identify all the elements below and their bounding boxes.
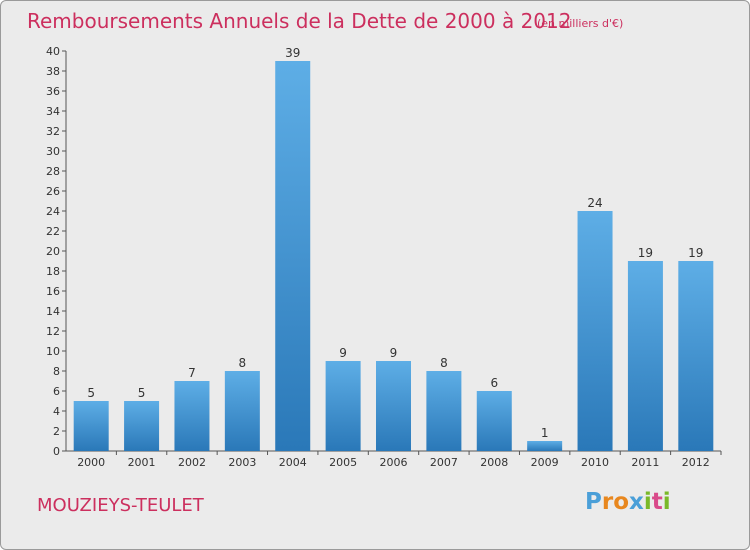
bar-2005 <box>325 361 361 451</box>
bar-2012 <box>678 261 714 451</box>
logo-letter: o <box>613 489 630 515</box>
x-tick-label-2001: 2001 <box>128 456 156 469</box>
bar-2008 <box>476 391 512 451</box>
y-tick-label: 0 <box>53 445 60 458</box>
x-tick-label-2004: 2004 <box>279 456 307 469</box>
proxiti-logo: Proxiti <box>585 489 671 515</box>
bar-2004 <box>275 61 311 451</box>
chart-title: Remboursements Annuels de la Dette de 20… <box>27 9 572 33</box>
bar-2001 <box>124 401 160 451</box>
logo-letter: t <box>651 489 663 515</box>
x-tick-label-2000: 2000 <box>77 456 105 469</box>
x-tick-label-2011: 2011 <box>631 456 659 469</box>
bar-2007 <box>426 371 462 451</box>
y-tick-label: 30 <box>46 145 60 158</box>
value-label-2012: 19 <box>688 246 703 260</box>
y-tick-label: 18 <box>46 265 60 278</box>
value-label-2006: 9 <box>390 346 398 360</box>
value-label-2004: 39 <box>285 46 300 60</box>
unit-note: (en milliers d'€) <box>537 17 624 30</box>
value-label-2003: 8 <box>239 356 247 370</box>
x-tick-label-2008: 2008 <box>480 456 508 469</box>
logo-letter: i <box>643 489 652 515</box>
y-tick-label: 32 <box>46 125 60 138</box>
logo-letter: r <box>601 489 614 515</box>
x-tick-label-2006: 2006 <box>380 456 408 469</box>
y-tick-label: 6 <box>53 385 60 398</box>
x-tick-label-2003: 2003 <box>228 456 256 469</box>
bar-2000 <box>73 401 109 451</box>
y-tick-label: 28 <box>46 165 60 178</box>
y-tick-label: 36 <box>46 85 60 98</box>
y-tick-label: 40 <box>46 45 60 58</box>
y-tick-label: 26 <box>46 185 60 198</box>
y-tick-label: 20 <box>46 245 60 258</box>
value-label-2001: 5 <box>138 386 146 400</box>
bar-2009 <box>527 441 563 451</box>
x-tick-label-2005: 2005 <box>329 456 357 469</box>
value-label-2000: 5 <box>87 386 95 400</box>
value-label-2010: 24 <box>587 196 602 210</box>
x-axis: 2000 2001 2002 2003 2004 2005 2006 2007 2008 2009… <box>66 450 722 469</box>
bar-2011 <box>627 261 663 451</box>
x-tick-label-2012: 2012 <box>682 456 710 469</box>
logo-letter: P <box>585 489 602 515</box>
y-tick-label: 22 <box>46 225 60 238</box>
bar-2002 <box>174 381 210 451</box>
y-tick-label: 34 <box>46 105 60 118</box>
value-label-2009: 1 <box>541 426 549 440</box>
x-tick-label-2002: 2002 <box>178 456 206 469</box>
logo-letter: x <box>629 489 644 515</box>
x-tick-label-2007: 2007 <box>430 456 458 469</box>
y-tick-label: 24 <box>46 205 60 218</box>
x-tick-label-2010: 2010 <box>581 456 609 469</box>
value-label-2011: 19 <box>638 246 653 260</box>
value-label-2005: 9 <box>339 346 347 360</box>
y-tick-label: 8 <box>53 365 60 378</box>
bar-2010 <box>577 211 613 451</box>
value-label-2002: 7 <box>188 366 196 380</box>
y-tick-label: 16 <box>46 285 60 298</box>
x-tick-label-2009: 2009 <box>531 456 559 469</box>
y-tick-label: 10 <box>46 345 60 358</box>
y-tick-label: 14 <box>46 305 60 318</box>
value-label-2008: 6 <box>490 376 498 390</box>
bar-2006 <box>376 361 411 451</box>
bars: 5 5 7 8 39 9 9 8 6 1 24 19 19 <box>73 46 714 451</box>
bar-2003 <box>224 371 260 451</box>
y-tick-label: 38 <box>46 65 60 78</box>
value-label-2007: 8 <box>440 356 448 370</box>
logo-letter: i <box>662 489 671 515</box>
y-tick-label: 2 <box>53 425 60 438</box>
commune-name: MOUZIEYS-TEULET <box>37 495 204 516</box>
y-tick-label: 4 <box>53 405 60 418</box>
y-tick-label: 12 <box>46 325 60 338</box>
